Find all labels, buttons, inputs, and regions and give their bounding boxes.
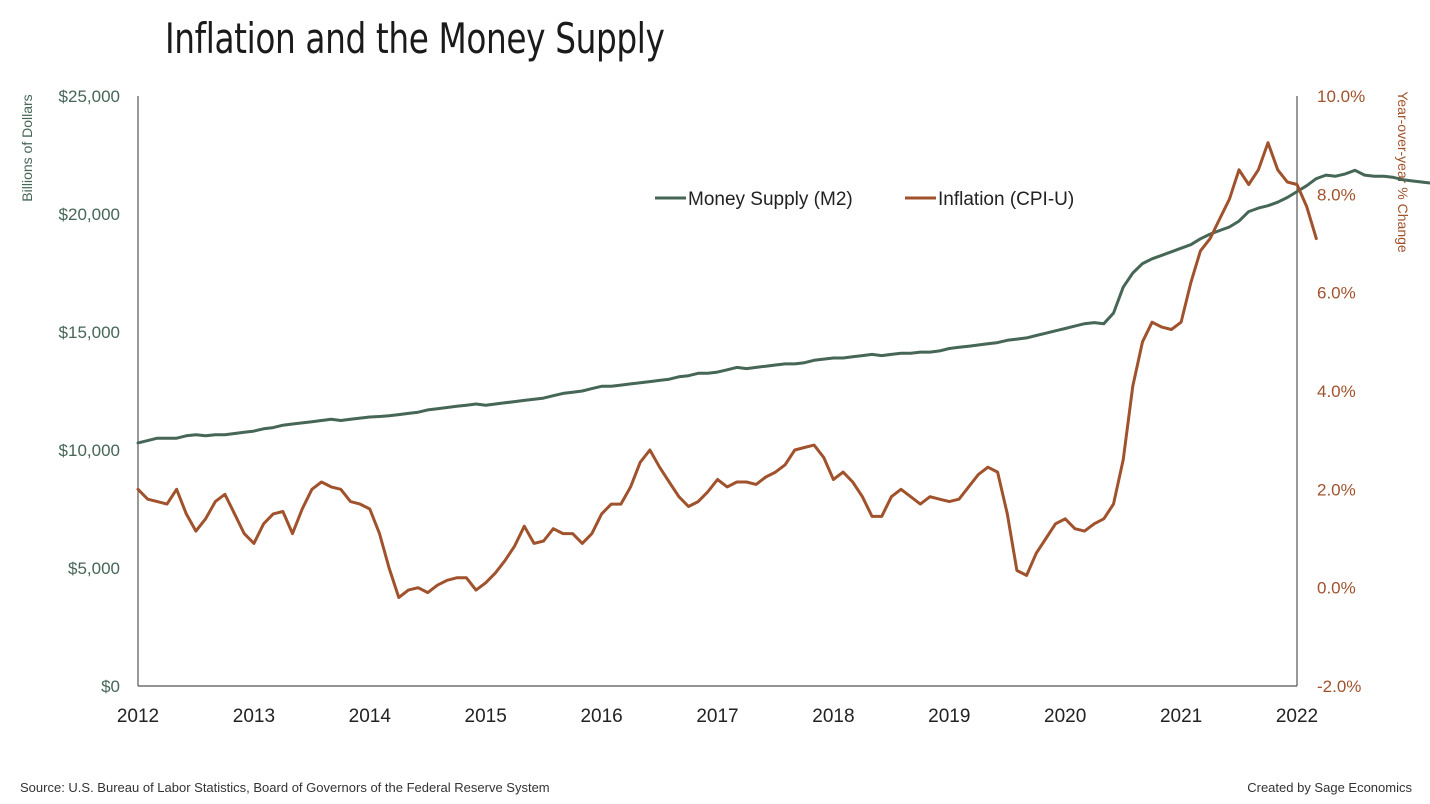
y-right-tick-label: 0.0% (1317, 579, 1356, 598)
credit-note: Created by Sage Economics (1247, 780, 1412, 795)
y-right-tick-label: 6.0% (1317, 284, 1356, 303)
source-note: Source: U.S. Bureau of Labor Statistics,… (20, 780, 550, 795)
chart-title: Inflation and the Money Supply (165, 14, 665, 63)
legend-item-money-supply-label: Money Supply (M2) (688, 189, 853, 210)
y-left-tick-label: $10,000 (59, 441, 120, 460)
y-left-tick-label: $0 (101, 677, 120, 696)
y-right-tick-label: -2.0% (1317, 677, 1361, 696)
x-tick-label: 2019 (928, 706, 970, 727)
x-tick-label: 2017 (696, 706, 738, 727)
axes (137, 96, 1298, 687)
series-line-inflation (136, 141, 1318, 599)
y-left-tick-label: $25,000 (59, 87, 120, 106)
y-right-axis-title: Year-over-year % Change (1395, 91, 1411, 253)
x-tick-label: 2022 (1276, 706, 1318, 727)
y-right-tick-label: 2.0% (1317, 480, 1356, 499)
y-left-tick-label: $20,000 (59, 205, 120, 224)
y-right-tick-label: 8.0% (1317, 185, 1356, 204)
y-left-tick-label: $5,000 (68, 559, 120, 578)
tick-labels: $0 $5,000 $10,000 $15,000 $20,000 $25,000 -2.0… (19, 87, 1411, 727)
x-tick-label: 2012 (117, 706, 159, 727)
y-left-tick-label: $15,000 (59, 323, 120, 342)
series-lines (136, 141, 1430, 599)
x-tick-label: 2020 (1044, 706, 1086, 727)
legend: Money Supply (M2) Inflation (CPI-U) (655, 189, 1074, 210)
y-left-axis-title: Billions of Dollars (19, 94, 35, 201)
series-line-money-supply (136, 168, 1430, 445)
x-tick-label: 2015 (465, 706, 507, 727)
legend-item-inflation-label: Inflation (CPI-U) (938, 189, 1074, 210)
x-tick-label: 2021 (1160, 706, 1202, 727)
x-tick-label: 2013 (233, 706, 275, 727)
x-tick-label: 2018 (812, 706, 854, 727)
y-right-tick-label: 10.0% (1317, 87, 1365, 106)
y-right-tick-label: 4.0% (1317, 382, 1356, 401)
x-tick-label: 2014 (349, 706, 392, 727)
x-tick-label: 2016 (580, 706, 622, 727)
